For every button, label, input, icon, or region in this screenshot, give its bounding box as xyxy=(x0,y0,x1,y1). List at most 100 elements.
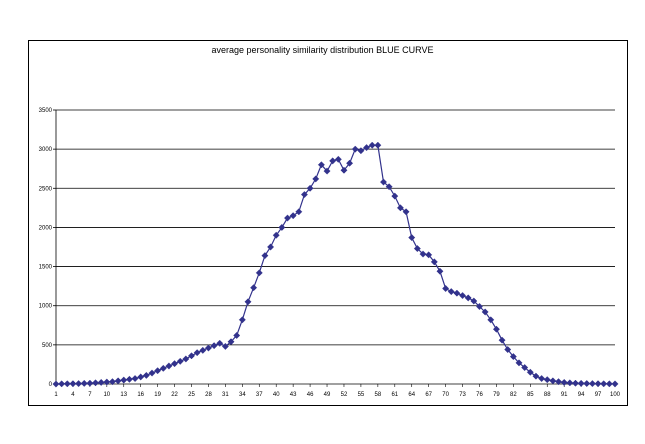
data-point-marker xyxy=(583,380,591,388)
y-tick-label: 1000 xyxy=(39,304,53,310)
data-point-marker xyxy=(430,258,438,266)
data-point-marker xyxy=(255,269,263,277)
data-point-marker xyxy=(459,292,467,300)
data-point-marker xyxy=(261,252,269,260)
data-point-marker xyxy=(312,175,320,183)
data-point-marker xyxy=(385,183,393,191)
axes: 0 500 1000 1500 2000 2500 3000 3500 1 4 7 10 13 16 19 2… xyxy=(39,108,621,398)
data-point-marker xyxy=(199,346,207,354)
data-point-marker xyxy=(216,339,224,347)
data-point-marker xyxy=(357,147,365,155)
data-point-marker xyxy=(588,380,596,388)
data-point-marker xyxy=(300,191,308,199)
data-point-marker xyxy=(419,250,427,258)
data-point-marker xyxy=(272,231,280,239)
gridlines xyxy=(56,109,615,346)
data-point-marker xyxy=(577,379,585,387)
data-point-marker xyxy=(515,359,523,367)
data-point-marker xyxy=(346,159,354,167)
y-tick-label: 1500 xyxy=(39,265,53,271)
data-point-marker xyxy=(323,167,331,175)
data-point-marker xyxy=(549,377,557,385)
series-line xyxy=(55,144,616,385)
data-point-marker xyxy=(306,184,314,192)
x-tick-label: 7 xyxy=(88,392,92,398)
data-point-marker xyxy=(498,336,506,344)
data-point-marker xyxy=(289,212,297,220)
x-tick-label: 19 xyxy=(154,392,161,398)
data-point-marker xyxy=(284,214,291,222)
x-tick-label: 52 xyxy=(341,392,348,398)
data-point-marker xyxy=(413,245,421,253)
data-point-marker xyxy=(340,166,348,174)
x-tick-label: 37 xyxy=(256,392,263,398)
data-point-marker xyxy=(380,178,387,186)
data-point-marker xyxy=(504,346,512,354)
x-tick-label: 22 xyxy=(171,392,178,398)
y-tick-label: 3500 xyxy=(39,108,53,114)
x-tick-label: 97 xyxy=(595,392,602,398)
data-point-marker xyxy=(532,372,540,380)
data-point-marker xyxy=(442,285,450,292)
y-tick-label: 2000 xyxy=(39,225,53,231)
data-point-marker xyxy=(436,267,444,275)
data-point-marker xyxy=(470,297,478,305)
data-point-marker xyxy=(103,378,111,386)
y-tick-label: 500 xyxy=(42,343,53,349)
x-tick-label: 91 xyxy=(561,392,568,398)
data-point-marker xyxy=(425,251,433,259)
data-point-marker xyxy=(267,243,275,251)
data-point-marker xyxy=(244,298,252,306)
data-point-marker xyxy=(492,325,500,333)
x-tick-label: 61 xyxy=(391,392,398,398)
data-point-marker xyxy=(487,316,495,324)
data-point-marker xyxy=(176,357,184,365)
data-point-marker xyxy=(114,377,122,385)
series-blue-curve xyxy=(52,141,619,388)
data-point-marker xyxy=(182,355,190,363)
data-point-marker xyxy=(555,378,563,386)
data-point-marker xyxy=(120,376,128,384)
data-point-marker xyxy=(97,378,105,386)
chart-frame xyxy=(28,40,628,406)
data-point-marker xyxy=(250,284,258,292)
data-point-marker xyxy=(125,375,133,383)
data-point-marker xyxy=(464,294,472,302)
data-point-marker xyxy=(233,331,241,339)
y-tick-label: 3000 xyxy=(39,147,53,153)
data-point-marker xyxy=(171,360,179,368)
data-point-marker xyxy=(453,289,461,297)
x-tick-label: 55 xyxy=(358,392,365,398)
data-point-marker xyxy=(543,376,551,384)
data-point-marker xyxy=(142,371,150,379)
data-point-marker xyxy=(605,380,613,388)
data-point-marker xyxy=(188,352,195,360)
data-point-marker xyxy=(481,308,489,316)
x-tick-label: 76 xyxy=(476,392,483,398)
x-tick-label: 1 xyxy=(54,392,58,398)
y-tick-label: 0 xyxy=(49,382,53,388)
data-point-marker xyxy=(611,380,619,388)
data-point-marker xyxy=(509,353,517,361)
data-point-marker xyxy=(374,141,382,149)
x-tick-label: 70 xyxy=(442,392,449,398)
data-point-marker xyxy=(58,380,66,388)
data-point-marker xyxy=(210,342,218,350)
x-tick-label: 82 xyxy=(510,392,517,398)
data-point-marker xyxy=(391,192,399,200)
data-point-marker xyxy=(80,379,88,387)
data-point-marker xyxy=(329,157,337,165)
x-tick-label: 88 xyxy=(544,392,551,398)
data-point-marker xyxy=(154,367,162,375)
data-point-marker xyxy=(447,288,455,296)
x-tick-label: 46 xyxy=(307,392,314,398)
data-point-marker xyxy=(221,342,229,350)
x-tick-label: 85 xyxy=(527,392,534,398)
data-point-marker xyxy=(131,375,139,383)
data-point-marker xyxy=(165,362,173,370)
data-point-marker xyxy=(193,349,201,357)
x-tick-label: 67 xyxy=(425,392,432,398)
x-tick-label: 79 xyxy=(493,392,500,398)
data-point-marker xyxy=(521,364,529,372)
data-point-marker xyxy=(148,369,156,377)
